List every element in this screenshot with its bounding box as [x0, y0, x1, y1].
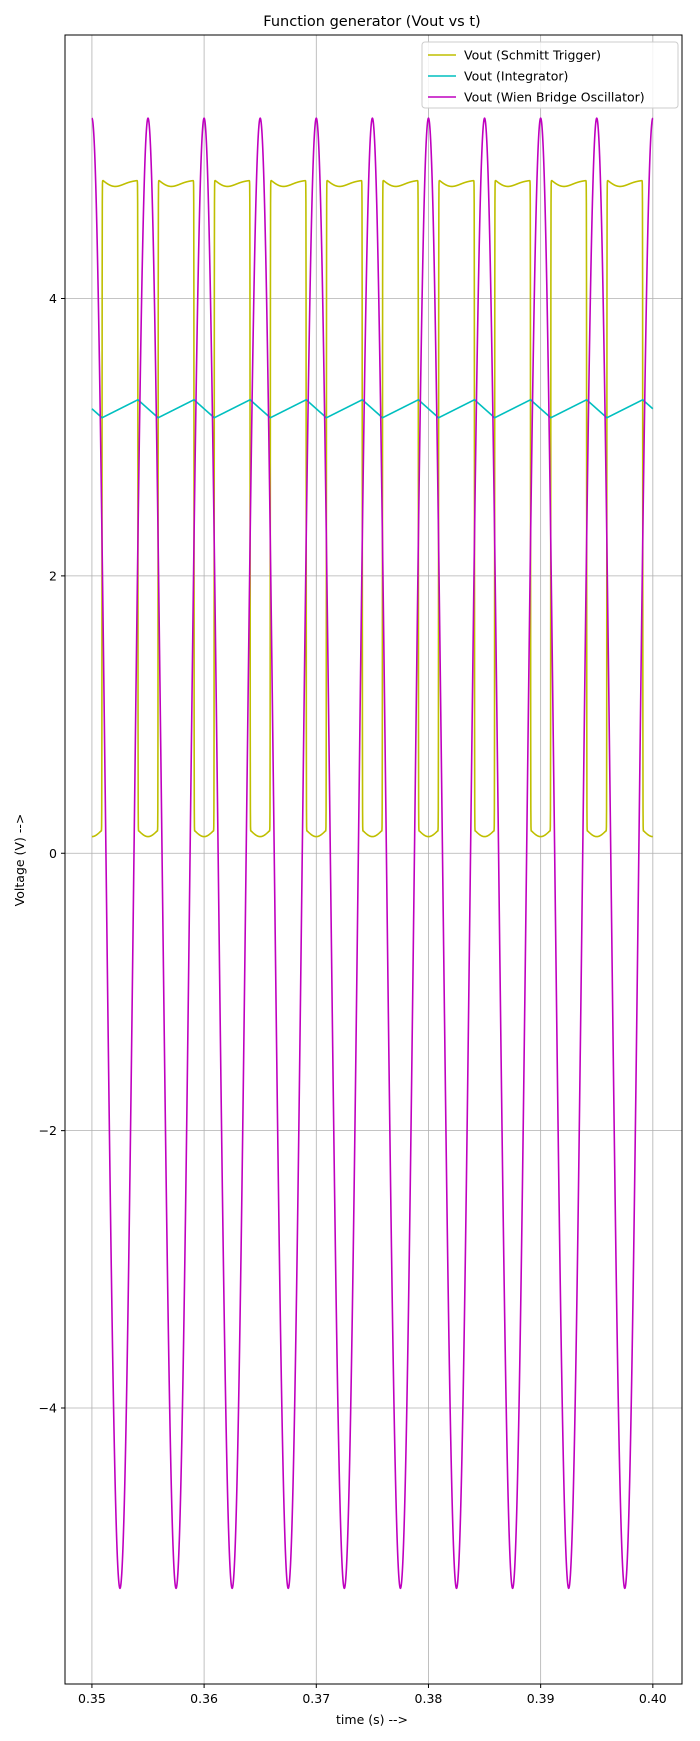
legend-label: Vout (Schmitt Trigger)	[464, 48, 601, 63]
x-tick-label: 0.36	[190, 1691, 218, 1706]
y-tick-label: 2	[49, 568, 57, 583]
plot-frame	[64, 34, 683, 1685]
legend-label: Vout (Integrator)	[464, 69, 568, 84]
x-tick-label: 0.40	[639, 1691, 667, 1706]
x-tick-label: 0.37	[302, 1691, 330, 1706]
y-tick-label: −4	[39, 1401, 57, 1416]
x-axis-label: time (s) -->	[336, 1712, 408, 1727]
series-group	[91, 117, 654, 1590]
x-axis: 0.35 0.36 0.37 0.38 0.39 0.40	[78, 1684, 667, 1706]
legend-label: Vout (Wien Bridge Oscillator)	[464, 90, 645, 105]
y-tick-label: 0	[49, 846, 57, 861]
x-tick-label: 0.38	[415, 1691, 443, 1706]
x-tick-label: 0.39	[527, 1691, 555, 1706]
y-axis-label: Voltage (V) -->	[12, 814, 27, 907]
x-tick-label: 0.35	[78, 1691, 106, 1706]
y-axis: −4 −2 0 2 4	[39, 291, 65, 1416]
series-line-1	[91, 179, 653, 838]
series-line-2	[91, 398, 654, 419]
series-line-3	[91, 117, 654, 1590]
grid	[65, 35, 682, 1684]
chart-title: Function generator (Vout vs t)	[263, 14, 480, 30]
legend: Vout (Schmitt Trigger) Vout (Integrator) V…	[421, 41, 679, 109]
legend-box	[421, 41, 679, 109]
y-tick-label: −2	[39, 1123, 57, 1138]
y-tick-label: 4	[49, 291, 57, 306]
